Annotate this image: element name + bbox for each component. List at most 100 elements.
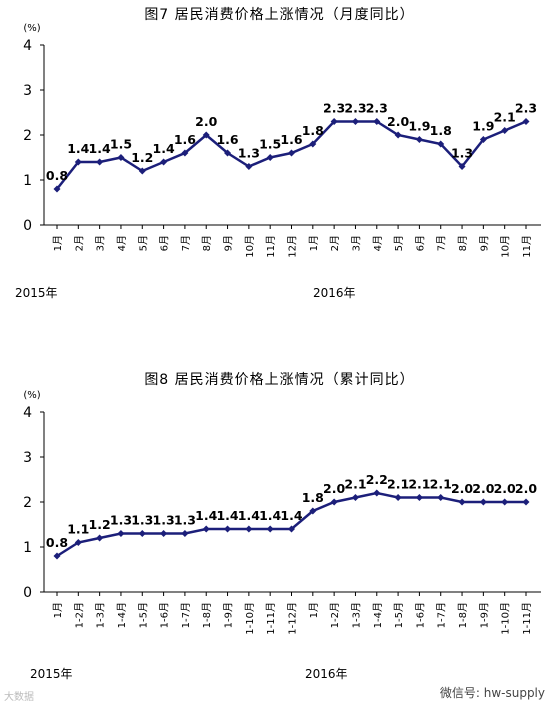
data-label: 1.9 xyxy=(408,119,430,134)
data-label: 1.6 xyxy=(216,132,238,147)
x-tick-label: 1月 xyxy=(52,602,64,618)
y-tick-label: 3 xyxy=(23,450,32,466)
data-point xyxy=(437,494,445,501)
x-tick-label: 8月 xyxy=(201,235,213,251)
x-tick-label: 2月 xyxy=(73,235,85,251)
data-point xyxy=(74,158,82,166)
y-axis-label: (%) xyxy=(23,23,40,34)
data-point xyxy=(138,530,146,537)
y-tick-label: 3 xyxy=(23,83,32,99)
data-point xyxy=(160,158,168,166)
data-point xyxy=(53,552,61,560)
data-point xyxy=(479,498,487,506)
data-point xyxy=(53,185,61,193)
x-tick-label: 4月 xyxy=(116,235,128,251)
data-point xyxy=(415,136,423,143)
data-point xyxy=(330,118,338,125)
year-label: 2016年 xyxy=(305,667,348,681)
data-label: 2.3 xyxy=(366,101,388,116)
data-label: 1.8 xyxy=(430,123,452,138)
data-label: 2.3 xyxy=(323,101,345,116)
data-label: 1.4 xyxy=(153,141,175,156)
data-label: 2.0 xyxy=(195,114,217,129)
x-tick-label: 1-9月 xyxy=(223,602,235,628)
y-tick-label: 1 xyxy=(23,540,32,556)
x-tick-label: 1-8月 xyxy=(201,602,213,628)
data-point xyxy=(394,131,402,139)
data-label: 1.8 xyxy=(302,490,324,505)
data-label: 1.4 xyxy=(259,508,281,523)
x-tick-label: 1-3月 xyxy=(350,602,362,628)
x-tick-label: 1-10月 xyxy=(244,602,256,635)
data-point xyxy=(288,525,295,533)
data-label: 1.5 xyxy=(110,137,132,152)
x-tick-label: 1-6月 xyxy=(159,602,171,628)
x-tick-label: 8月 xyxy=(457,235,469,251)
data-point xyxy=(74,539,82,546)
data-point xyxy=(117,530,125,537)
x-tick-label: 1-7月 xyxy=(180,602,192,628)
data-label: 2.0 xyxy=(494,481,516,496)
x-tick-label: 3月 xyxy=(95,235,107,251)
data-point xyxy=(160,530,168,537)
chart-svg: 0 1 2 3 4 (%) 1月 1-2月 1-3月 1-4月 1-5月 1-6月 1-7月 1-8月 1-… xyxy=(23,390,541,681)
x-tick-label: 5月 xyxy=(393,235,405,251)
data-label: 1.4 xyxy=(280,508,302,523)
x-tick-label: 1-12月 xyxy=(287,602,299,635)
chart-cumulative-yoy: 图8 居民消费价格上涨情况（累计同比） 0 1 2 3 4 (%) 1月 1-2月 1-3月 1-… xyxy=(0,365,559,685)
data-label: 2.0 xyxy=(472,481,494,496)
x-tick-label: 1-10月 xyxy=(500,602,512,635)
data-point xyxy=(96,534,104,542)
data-point xyxy=(479,136,487,143)
x-tick-label: 1-8月 xyxy=(457,602,469,628)
year-label: 2016年 xyxy=(313,286,356,300)
data-point xyxy=(309,507,317,515)
x-tick-label: 10月 xyxy=(500,235,512,258)
data-point xyxy=(288,149,295,157)
y-tick-label: 1 xyxy=(23,173,32,189)
y-tick-label: 4 xyxy=(23,38,32,54)
data-label: 0.8 xyxy=(46,535,68,550)
x-tick-label: 10月 xyxy=(244,235,256,258)
data-point xyxy=(522,118,530,125)
data-point xyxy=(373,489,381,497)
data-label: 1.5 xyxy=(259,137,281,152)
data-label: 1.4 xyxy=(89,141,111,156)
data-point xyxy=(181,530,189,537)
chart-monthly-yoy: 图7 居民消费价格上涨情况（月度同比） 0 1 2 3 4 (%) 1月 2月 3月 4月 5月 6月… xyxy=(0,0,559,310)
data-point xyxy=(266,154,274,161)
x-tick-label: 1-5月 xyxy=(393,602,405,628)
watermark-left: 大数据 xyxy=(4,692,34,703)
y-tick-label: 0 xyxy=(23,218,32,234)
y-tick-label: 4 xyxy=(23,405,32,421)
y-tick-label: 0 xyxy=(23,585,32,601)
data-label: 2.0 xyxy=(387,114,409,129)
data-label: 0.8 xyxy=(46,168,68,183)
data-point xyxy=(224,149,232,157)
data-label: 2.0 xyxy=(323,481,345,496)
data-label: 1.2 xyxy=(89,517,111,532)
data-label: 1.4 xyxy=(67,141,89,156)
data-label: 2.1 xyxy=(430,477,452,492)
x-tick-label: 6月 xyxy=(159,235,171,251)
x-tick-label: 1-4月 xyxy=(372,602,384,628)
data-label: 1.2 xyxy=(131,150,153,165)
x-tick-label: 1月 xyxy=(308,602,320,618)
x-tick-label: 4月 xyxy=(372,235,384,251)
data-point xyxy=(266,525,274,533)
data-label: 2.1 xyxy=(408,477,430,492)
data-label: 1.9 xyxy=(472,119,494,134)
watermark-text: 微信号: hw-supply xyxy=(439,686,545,700)
data-label: 1.4 xyxy=(195,508,217,523)
data-point xyxy=(202,131,210,139)
x-tick-label: 1-11月 xyxy=(265,602,277,635)
data-label: 2.3 xyxy=(515,101,537,116)
year-label: 2015年 xyxy=(30,667,73,681)
x-tick-label: 1月 xyxy=(308,235,320,251)
data-point xyxy=(181,149,189,157)
y-tick-label: 2 xyxy=(23,128,32,144)
x-tick-label: 9月 xyxy=(478,235,490,251)
data-point xyxy=(351,494,359,501)
data-point xyxy=(96,158,104,166)
data-point xyxy=(415,494,423,501)
